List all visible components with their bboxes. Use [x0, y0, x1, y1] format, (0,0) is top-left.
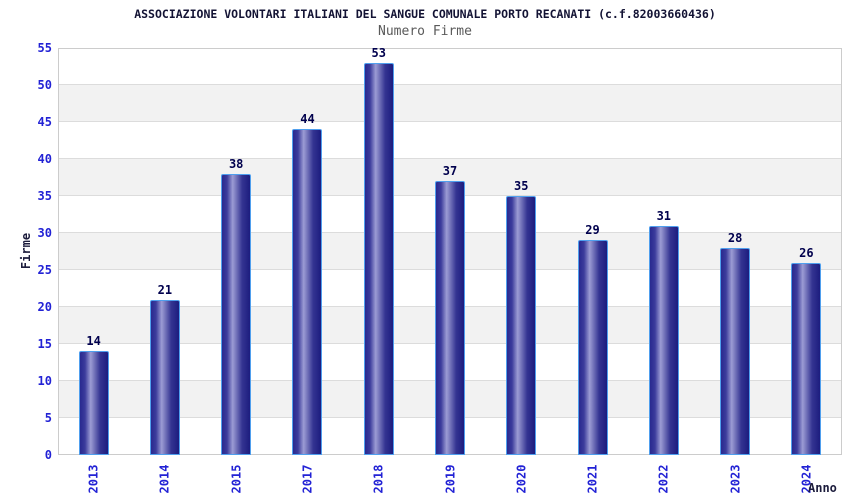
bar-2015 — [221, 173, 252, 455]
x-tick-label: 2017 — [300, 464, 315, 494]
y-tick-label: 5 — [44, 411, 52, 425]
bar-2024 — [791, 262, 822, 455]
bar-value-label: 35 — [514, 179, 529, 193]
bar-value-label: 28 — [727, 230, 743, 245]
y-tick-label: 55 — [37, 41, 52, 55]
bar-2017 — [292, 129, 323, 455]
y-tick-label: 50 — [37, 78, 52, 92]
x-tick-label: 2013 — [86, 464, 101, 494]
x-axis-title: Anno — [808, 481, 837, 495]
bar-value-label: 37 — [442, 164, 458, 179]
plot-band — [58, 122, 842, 159]
bar-2013 — [78, 351, 109, 455]
y-tick-label: 0 — [44, 448, 52, 462]
y-tick-label: 20 — [37, 300, 52, 314]
y-tick-label: 30 — [37, 226, 52, 240]
plot-band — [58, 48, 842, 85]
y-tick-label: 10 — [37, 374, 52, 388]
y-tick-label: 35 — [37, 189, 52, 203]
bar-value-label: 31 — [656, 208, 672, 223]
x-tick-label: 2018 — [371, 464, 386, 494]
bar-value-label: 14 — [86, 334, 101, 349]
x-tick-label: 2021 — [585, 464, 600, 494]
bar-value-label: 44 — [300, 112, 315, 127]
x-tick-label: 2019 — [443, 464, 457, 494]
x-tick-label: 2020 — [514, 464, 529, 494]
x-tick-label: 2022 — [656, 464, 671, 494]
bar-2023 — [720, 247, 751, 455]
bar-value-label: 38 — [228, 156, 244, 171]
bar-value-label: 53 — [371, 45, 386, 60]
gridline — [58, 158, 842, 159]
gridline — [58, 121, 842, 122]
chart-title: ASSOCIAZIONE VOLONTARI ITALIANI DEL SANG… — [134, 7, 716, 21]
x-tick-label: 2014 — [157, 464, 172, 494]
bar-2018 — [363, 62, 394, 455]
bar-2022 — [648, 225, 679, 455]
plot-band — [58, 85, 842, 122]
bar-2019 — [435, 181, 465, 455]
bar-value-label: 29 — [585, 223, 600, 238]
x-tick-label: 2023 — [728, 464, 743, 494]
y-tick-label: 40 — [37, 152, 52, 166]
x-tick-label: 2015 — [229, 464, 244, 494]
y-tick-label: 45 — [37, 115, 52, 129]
bar-2021 — [577, 240, 608, 455]
chart-subtitle: Numero Firme — [378, 24, 472, 39]
y-tick-label: 25 — [37, 263, 52, 277]
gridline — [58, 84, 842, 85]
plot-area: 14 21 38 44 53 37 35 29 31 28 26 — [58, 45, 842, 455]
bar-value-label: 21 — [157, 282, 173, 297]
bar-2014 — [149, 299, 180, 455]
y-tick-label: 15 — [37, 337, 52, 351]
bar-value-label: 26 — [799, 245, 814, 260]
bar-2020 — [506, 196, 537, 455]
